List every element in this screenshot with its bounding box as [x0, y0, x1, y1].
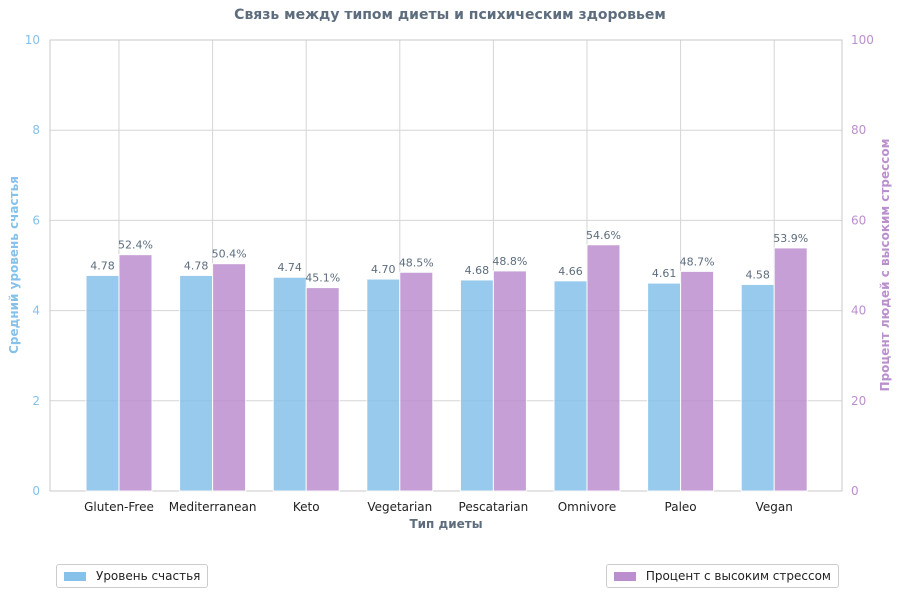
data-label: 48.7% — [680, 255, 715, 268]
data-label: 4.74 — [277, 261, 302, 274]
bar-stress — [680, 270, 715, 492]
x-tick-label: Pescatarian — [459, 500, 529, 514]
bar-stress — [773, 247, 808, 492]
bar-happiness — [553, 280, 588, 492]
data-label: 54.6% — [586, 229, 621, 242]
bar-happiness — [179, 274, 214, 492]
bar-stress — [399, 271, 434, 492]
data-label: 4.68 — [465, 264, 490, 277]
bar-happiness — [740, 283, 775, 492]
y-tick-label: 0 — [32, 484, 40, 498]
bar-stress — [492, 270, 527, 492]
bar-happiness — [647, 282, 682, 492]
y-right-tick-label: 20 — [851, 394, 866, 408]
data-label: 4.78 — [184, 259, 209, 272]
data-label: 4.61 — [652, 267, 677, 280]
y-tick-label: 4 — [32, 304, 40, 318]
legend-label: Уровень счастья — [96, 569, 201, 583]
y-tick-label: 8 — [32, 123, 40, 137]
bar-happiness — [459, 279, 494, 492]
y-right-tick-label: 100 — [851, 33, 874, 47]
y-right-tick-label: 40 — [851, 304, 866, 318]
y-tick-label: 10 — [25, 33, 40, 47]
data-label: 48.8% — [492, 255, 527, 268]
data-label: 45.1% — [305, 272, 340, 285]
y-tick-label: 2 — [32, 394, 40, 408]
x-tick-label: Gluten-Free — [84, 500, 154, 514]
bar-happiness — [272, 276, 307, 492]
x-tick-label: Vegan — [756, 500, 793, 514]
data-label: 4.78 — [90, 259, 115, 272]
y-right-tick-label: 80 — [851, 123, 866, 137]
chart-title: Связь между типом диеты и психическим зд… — [234, 7, 666, 23]
legend-happiness: Уровень счастья — [56, 564, 209, 588]
x-axis-label: Тип диеты — [409, 517, 482, 531]
data-label: 4.66 — [558, 265, 583, 278]
data-label: 50.4% — [212, 248, 247, 261]
y-right-tick-label: 60 — [851, 213, 866, 227]
bar-stress — [118, 254, 153, 492]
y-right-tick-label: 0 — [851, 484, 859, 498]
data-label: 53.9% — [773, 232, 808, 245]
data-label: 48.5% — [399, 256, 434, 269]
bar-happiness — [366, 278, 401, 492]
x-tick-label: Paleo — [665, 500, 697, 514]
x-tick-label: Omnivore — [558, 500, 617, 514]
bar-stress — [212, 263, 247, 492]
x-tick-label: Mediterranean — [169, 500, 257, 514]
data-label: 52.4% — [118, 239, 153, 252]
y-tick-label: 6 — [32, 213, 40, 227]
y-axis-label: Средний уровень счастья — [7, 176, 21, 354]
legend-stress: Процент с высоким стрессом — [605, 564, 839, 588]
legend-label: Процент с высоким стрессом — [645, 569, 831, 583]
bar-stress — [305, 287, 340, 492]
y-right-axis-label: Процент людей с высоким стрессом — [878, 139, 892, 392]
bar-stress — [586, 244, 621, 492]
x-tick-label: Keto — [293, 500, 320, 514]
x-tick-label: Vegetarian — [367, 500, 432, 514]
legend-swatch-purple — [613, 571, 636, 581]
legend-swatch-blue — [64, 571, 86, 581]
bar-happiness — [85, 274, 120, 492]
data-label: 4.70 — [371, 263, 396, 276]
plot-frame — [49, 39, 843, 492]
data-label: 4.58 — [745, 268, 770, 281]
